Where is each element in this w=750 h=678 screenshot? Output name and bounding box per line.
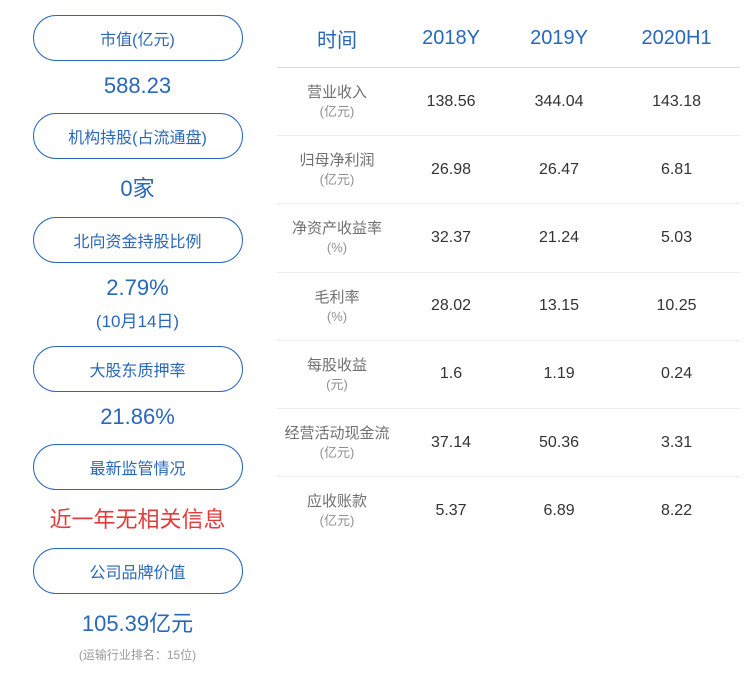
table-row: 营业收入 (亿元) 138.56 344.04 143.18 <box>277 68 740 136</box>
row-label-unit: (亿元) <box>283 512 391 530</box>
table-row: 每股收益 (元) 1.6 1.19 0.24 <box>277 340 740 408</box>
cell: 26.98 <box>397 136 505 204</box>
row-label-text: 经营活动现金流 <box>284 425 389 442</box>
cell: 0.24 <box>613 340 740 408</box>
stat-value-regulatory: 近一年无相关信息 <box>49 502 225 534</box>
row-label-unit: (亿元) <box>283 171 391 189</box>
row-label: 毛利率 (%) <box>277 272 397 340</box>
table-row: 应收账款 (亿元) 5.37 6.89 8.22 <box>277 477 740 545</box>
financials-table: 时间 2018Y 2019Y 2020H1 营业收入 (亿元) 138.56 3… <box>277 10 740 544</box>
row-label: 净资产收益率 (%) <box>277 204 397 272</box>
cell: 5.03 <box>613 204 740 272</box>
cell: 50.36 <box>505 408 613 476</box>
row-label: 营业收入 (亿元) <box>277 68 397 136</box>
cell: 8.22 <box>613 477 740 545</box>
cell: 1.19 <box>505 340 613 408</box>
stat-sub-northbound: (10月14日) <box>96 307 179 332</box>
table-row: 毛利率 (%) 28.02 13.15 10.25 <box>277 272 740 340</box>
row-label-unit: (元) <box>283 376 391 394</box>
table-header-row: 时间 2018Y 2019Y 2020H1 <box>277 10 740 68</box>
stat-pill-northbound: 北向资金持股比例 <box>33 217 243 263</box>
cell: 138.56 <box>397 68 505 136</box>
cell: 37.14 <box>397 408 505 476</box>
table-header-time: 时间 <box>277 10 397 68</box>
stat-value-pledge: 21.86% <box>100 404 175 430</box>
row-label-text: 归母净利润 <box>299 152 374 169</box>
table-row: 经营活动现金流 (亿元) 37.14 50.36 3.31 <box>277 408 740 476</box>
cell: 13.15 <box>505 272 613 340</box>
cell: 10.25 <box>613 272 740 340</box>
row-label-text: 毛利率 <box>314 289 359 306</box>
stat-label: 机构持股(占流通盘) <box>68 130 207 147</box>
cell: 21.24 <box>505 204 613 272</box>
cell: 5.37 <box>397 477 505 545</box>
stat-label: 北向资金持股比例 <box>73 234 201 251</box>
stat-pill-regulatory: 最新监管情况 <box>33 444 243 490</box>
stat-label: 公司品牌价值 <box>89 565 185 582</box>
row-label-unit: (%) <box>283 239 391 257</box>
stat-pill-inst-holding: 机构持股(占流通盘) <box>33 113 243 159</box>
stat-pill-brand-value: 公司品牌价值 <box>33 548 243 594</box>
row-label: 应收账款 (亿元) <box>277 477 397 545</box>
cell: 1.6 <box>397 340 505 408</box>
cell: 28.02 <box>397 272 505 340</box>
row-label-unit: (亿元) <box>283 444 391 462</box>
stat-pill-pledge: 大股东质押率 <box>33 346 243 392</box>
cell: 143.18 <box>613 68 740 136</box>
row-label-text: 营业收入 <box>307 84 367 101</box>
stat-note-brand-value: (运输行业排名：15位) <box>79 646 196 663</box>
stat-pill-market-cap: 市值(亿元) <box>33 15 243 61</box>
row-label-text: 净资产收益率 <box>292 220 382 237</box>
cell: 26.47 <box>505 136 613 204</box>
row-label-unit: (亿元) <box>283 103 391 121</box>
stat-label: 市值(亿元) <box>100 32 175 49</box>
left-stats-panel: 市值(亿元) 588.23 机构持股(占流通盘) 0家 北向资金持股比例 2.7… <box>10 10 265 668</box>
table-row: 净资产收益率 (%) 32.37 21.24 5.03 <box>277 204 740 272</box>
row-label: 经营活动现金流 (亿元) <box>277 408 397 476</box>
stat-value-market-cap: 588.23 <box>104 73 171 99</box>
cell: 32.37 <box>397 204 505 272</box>
table-header-2018: 2018Y <box>397 10 505 68</box>
cell: 6.89 <box>505 477 613 545</box>
table-header-2019: 2019Y <box>505 10 613 68</box>
cell: 3.31 <box>613 408 740 476</box>
row-label-unit: (%) <box>283 308 391 326</box>
table-body: 营业收入 (亿元) 138.56 344.04 143.18 归母净利润 (亿元… <box>277 68 740 545</box>
stat-label: 最新监管情况 <box>89 461 185 478</box>
row-label-text: 应收账款 <box>307 493 367 510</box>
stat-value-northbound: 2.79% <box>106 275 168 301</box>
table-header-2020h1: 2020H1 <box>613 10 740 68</box>
table-row: 归母净利润 (亿元) 26.98 26.47 6.81 <box>277 136 740 204</box>
stat-label: 大股东质押率 <box>89 363 185 380</box>
row-label: 每股收益 (元) <box>277 340 397 408</box>
row-label: 归母净利润 (亿元) <box>277 136 397 204</box>
cell: 6.81 <box>613 136 740 204</box>
stat-value-inst-holding: 0家 <box>120 171 154 203</box>
cell: 344.04 <box>505 68 613 136</box>
financials-table-panel: 时间 2018Y 2019Y 2020H1 营业收入 (亿元) 138.56 3… <box>265 10 740 668</box>
row-label-text: 每股收益 <box>307 357 367 374</box>
stat-value-brand-value: 105.39亿元 <box>82 606 193 638</box>
